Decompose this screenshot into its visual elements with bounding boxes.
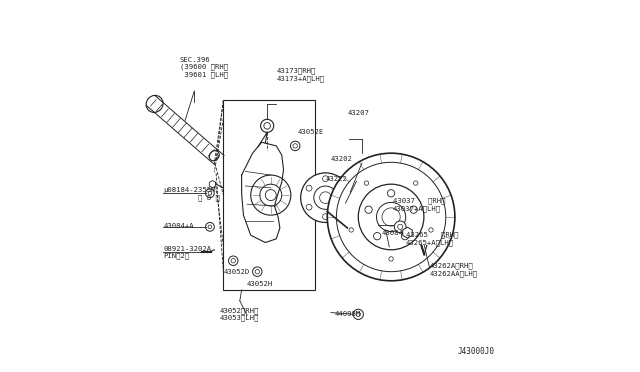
- Circle shape: [397, 224, 403, 230]
- Circle shape: [208, 225, 212, 229]
- Circle shape: [306, 185, 312, 191]
- Circle shape: [339, 204, 345, 210]
- Text: 43037   〈RH〉
43037+A〈LH〉: 43037 〈RH〉 43037+A〈LH〉: [393, 198, 445, 212]
- Circle shape: [253, 267, 262, 276]
- Text: 43173〈RH〉
43173+A〈LH〉: 43173〈RH〉 43173+A〈LH〉: [276, 68, 324, 82]
- Circle shape: [389, 257, 393, 261]
- Circle shape: [251, 175, 291, 215]
- Circle shape: [323, 214, 328, 219]
- Circle shape: [356, 312, 360, 317]
- Circle shape: [266, 190, 276, 201]
- Circle shape: [301, 173, 350, 222]
- Circle shape: [429, 228, 433, 232]
- Circle shape: [205, 189, 214, 198]
- Circle shape: [228, 256, 238, 266]
- Circle shape: [382, 208, 400, 226]
- Circle shape: [413, 181, 418, 185]
- Circle shape: [291, 141, 300, 151]
- Circle shape: [339, 185, 345, 191]
- Circle shape: [205, 222, 214, 231]
- Ellipse shape: [146, 95, 163, 112]
- Text: µ08184-2355M
        〈 8 〉: µ08184-2355M 〈 8 〉: [163, 187, 220, 201]
- Text: SEC.396
(39600 〈RH〉
 39601 〈LH〉: SEC.396 (39600 〈RH〉 39601 〈LH〉: [180, 57, 228, 78]
- Text: 43052E: 43052E: [298, 129, 324, 135]
- Text: 43052H: 43052H: [247, 282, 273, 288]
- Bar: [223, 100, 314, 290]
- Text: 43052D: 43052D: [224, 269, 250, 275]
- Circle shape: [337, 162, 446, 272]
- Circle shape: [376, 202, 406, 231]
- Text: J43000J0: J43000J0: [458, 347, 495, 356]
- Circle shape: [208, 192, 212, 195]
- Text: 43265   〈RH〉
43265+A〈LH〉: 43265 〈RH〉 43265+A〈LH〉: [406, 232, 458, 246]
- Text: 43207: 43207: [348, 110, 369, 116]
- Circle shape: [293, 144, 298, 148]
- Circle shape: [374, 232, 381, 240]
- Circle shape: [364, 181, 369, 185]
- Text: 43262A〈RH〉
43262AA〈LH〉: 43262A〈RH〉 43262AA〈LH〉: [429, 263, 477, 277]
- Ellipse shape: [209, 151, 220, 161]
- Text: 43052〈RH〉
43053〈LH〉: 43052〈RH〉 43053〈LH〉: [220, 307, 259, 321]
- Circle shape: [306, 204, 312, 210]
- Circle shape: [255, 269, 259, 274]
- Circle shape: [410, 206, 417, 213]
- Circle shape: [231, 259, 236, 263]
- Circle shape: [264, 122, 271, 129]
- Circle shape: [358, 184, 424, 250]
- Text: 43222: 43222: [326, 176, 348, 182]
- Circle shape: [394, 221, 406, 232]
- Circle shape: [387, 190, 395, 197]
- Circle shape: [314, 186, 337, 209]
- Circle shape: [323, 176, 328, 182]
- Circle shape: [260, 184, 282, 206]
- Text: 43084+A: 43084+A: [163, 223, 194, 229]
- Circle shape: [401, 232, 409, 240]
- Circle shape: [327, 153, 455, 281]
- Circle shape: [365, 206, 372, 213]
- Circle shape: [319, 192, 332, 203]
- Text: 43084: 43084: [381, 230, 403, 236]
- Text: 43202: 43202: [331, 155, 353, 162]
- Circle shape: [349, 228, 353, 232]
- Text: 08921-3202A
PIN〈2〉: 08921-3202A PIN〈2〉: [163, 246, 211, 259]
- Circle shape: [260, 119, 274, 132]
- Text: 44098M: 44098M: [335, 311, 361, 317]
- Circle shape: [353, 309, 364, 320]
